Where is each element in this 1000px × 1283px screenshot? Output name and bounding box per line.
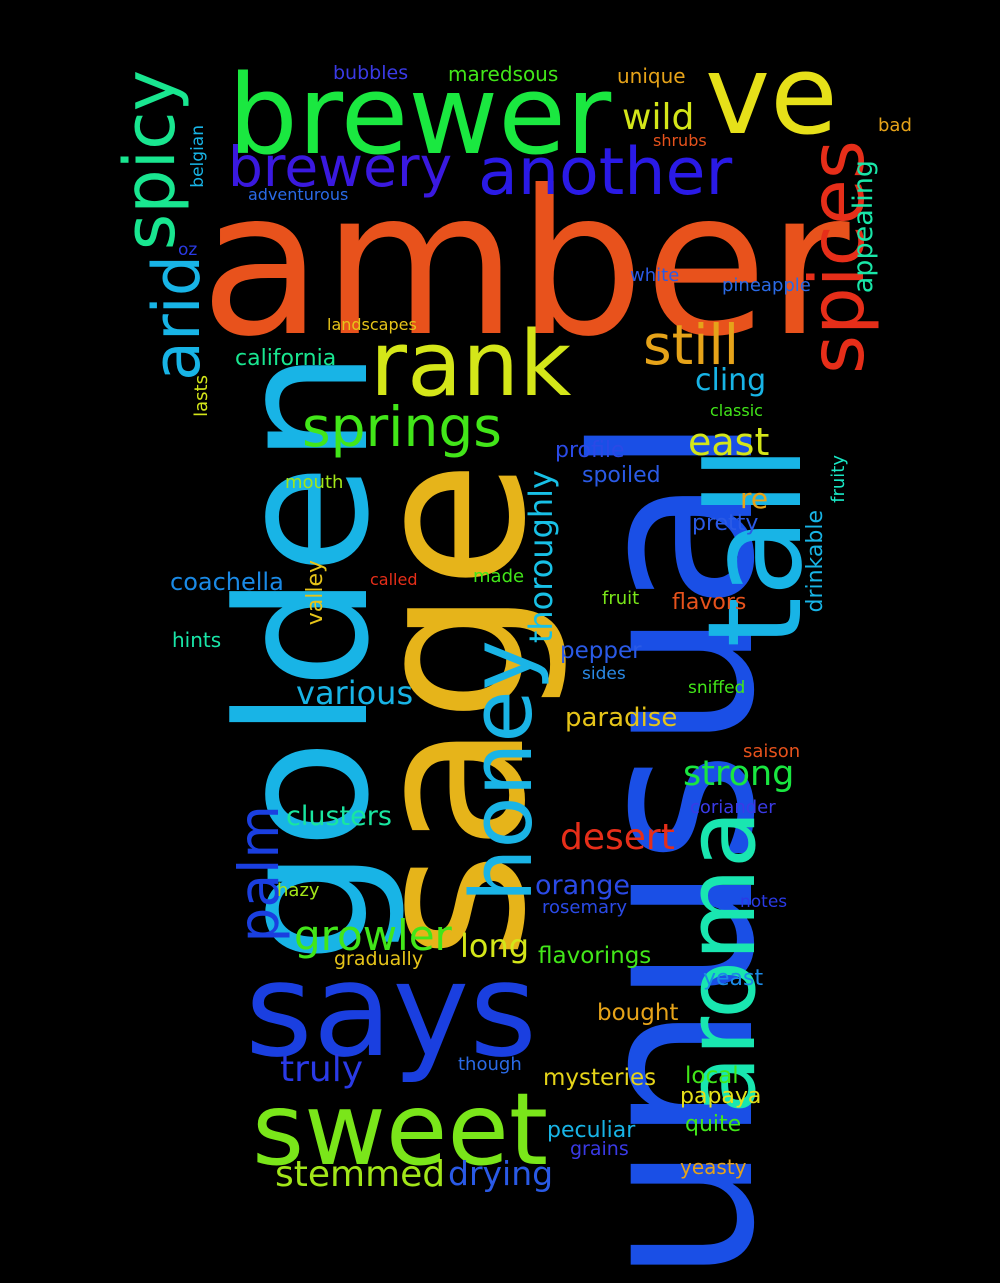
word-oz: oz	[178, 240, 198, 260]
word-california: california	[235, 346, 337, 371]
word-classic: classic	[710, 401, 763, 420]
word-pepper: pepper	[560, 638, 642, 664]
word-honey: honey	[453, 640, 552, 903]
word-another: another	[478, 135, 733, 210]
word-landscapes: landscapes	[327, 315, 417, 334]
word-pretty: pretty	[692, 511, 759, 536]
word-bought: bought	[597, 1000, 679, 1026]
word-fruit: fruit	[602, 588, 640, 609]
word-palm: palm	[227, 805, 291, 943]
word-re: re	[740, 482, 769, 515]
word-brewer: brewer	[228, 51, 612, 179]
word-various: various	[296, 674, 414, 712]
word-ve: ve	[705, 31, 838, 159]
word-adventurous: adventurous	[248, 185, 349, 204]
word-paradise: paradise	[565, 703, 678, 733]
word-white: white	[630, 265, 680, 286]
word-hazy: hazy	[277, 880, 320, 901]
word-valley: valley	[303, 560, 328, 626]
word-peculiar: peculiar	[547, 1118, 636, 1143]
word-called: called	[370, 570, 418, 589]
word-hints: hints	[172, 628, 222, 652]
word-profile: profile	[555, 438, 625, 463]
word-notes: notes	[740, 892, 788, 912]
word-local: local	[685, 1063, 739, 1089]
word-truly: truly	[280, 1049, 364, 1090]
word-springs: springs	[302, 395, 502, 459]
word-mysteries: mysteries	[543, 1065, 657, 1091]
word-mouth: mouth	[285, 472, 344, 493]
word-fruity: fruity	[828, 455, 849, 503]
word-gradually: gradually	[334, 948, 424, 970]
word-bad: bad	[878, 115, 912, 136]
word-drying: drying	[448, 1154, 554, 1193]
word-brewery: brewery	[228, 135, 453, 199]
word-still: still	[643, 313, 740, 377]
word-coriander: coriander	[690, 797, 776, 818]
word-unique: unique	[617, 64, 686, 88]
word-grains: grains	[570, 1138, 629, 1160]
word-coachella: coachella	[170, 568, 284, 596]
word-lasts: lasts	[191, 375, 212, 417]
word-sniffed: sniffed	[688, 678, 746, 698]
word-belgian: belgian	[188, 125, 208, 188]
word-flavorings: flavorings	[538, 943, 652, 969]
word-orange: orange	[535, 870, 631, 901]
word-yeast: yeast	[703, 966, 764, 991]
word-pineapple: pineapple	[722, 275, 811, 296]
word-sweet: sweet	[252, 1071, 549, 1188]
word-appealing: appealing	[848, 160, 879, 294]
word-cling: cling	[695, 363, 767, 398]
word-flavors: flavors	[672, 590, 747, 615]
word-saison: saison	[743, 741, 801, 762]
word-shrubs: shrubs	[653, 131, 707, 150]
word-bubbles: bubbles	[333, 62, 409, 84]
word-growler: growler	[294, 911, 452, 960]
word-wild: wild	[622, 97, 695, 138]
word-arid: arid	[140, 255, 215, 381]
word-papaya: papaya	[680, 1084, 762, 1109]
word-strong: strong	[683, 754, 795, 794]
word-maredsous: maredsous	[448, 62, 559, 86]
word-sides: sides	[582, 664, 626, 684]
word-thoroughly: thoroughly	[522, 470, 560, 644]
word-spoiled: spoiled	[582, 463, 661, 488]
word-made: made	[473, 566, 525, 587]
word-long: long	[460, 927, 530, 965]
word-clusters: clusters	[286, 801, 392, 832]
word-stemmed: stemmed	[275, 1154, 446, 1195]
word-quite: quite	[685, 1112, 742, 1137]
word-rosemary: rosemary	[542, 897, 628, 918]
word-east: east	[688, 420, 770, 464]
word-amber: amber	[200, 148, 850, 381]
word-rank: rank	[370, 312, 572, 417]
word-cloud: amber unusual sage golden says brewer ve sweet t…	[109, 31, 912, 1283]
word-though: though	[458, 1054, 522, 1075]
word-drinkable: drinkable	[803, 510, 828, 613]
word-tall: tall	[679, 445, 831, 648]
word-desert: desert	[560, 817, 675, 858]
word-says: says	[245, 934, 538, 1086]
word-yeasty: yeasty	[680, 1155, 747, 1179]
word-spicy: spicy	[109, 70, 191, 251]
